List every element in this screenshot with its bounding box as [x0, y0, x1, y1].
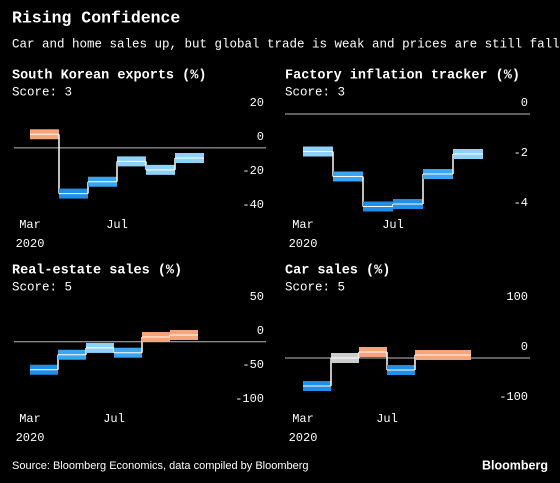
chart-subtitle: Car and home sales up, but global trade … — [12, 37, 560, 51]
x-tick-label: Mar — [19, 218, 41, 232]
panel-subtitle: Score: 5 — [12, 280, 72, 294]
y-tick-label: -20 — [242, 164, 264, 178]
x-tick-label: Mar — [292, 412, 314, 426]
x-tick-label: Jul — [103, 412, 125, 426]
source: Source: Bloomberg Economics, data compil… — [12, 460, 309, 472]
y-tick-label: -100 — [235, 392, 264, 406]
panel-title: Factory inflation tracker (%) — [285, 69, 520, 84]
panel-subtitle: Score: 3 — [285, 85, 345, 99]
panel-title: Real-estate sales (%) — [12, 264, 182, 279]
y-tick-label: 0 — [257, 130, 264, 144]
x-tick-label: Jul — [106, 218, 128, 232]
y-tick-label: 0 — [521, 96, 528, 110]
y-tick-label: -2 — [514, 146, 528, 160]
y-tick-label: 20 — [250, 96, 264, 110]
x-tick-label: Mar — [19, 412, 41, 426]
y-tick-label: -50 — [242, 358, 264, 372]
brand: Bloomberg — [482, 458, 548, 472]
panel-subtitle: Score: 3 — [12, 85, 72, 99]
x-year-label: 2020 — [289, 237, 318, 251]
y-tick-label: 100 — [506, 290, 528, 304]
panel-subtitle: Score: 5 — [285, 280, 345, 294]
x-tick-label: Mar — [292, 218, 314, 232]
x-year-label: 2020 — [16, 237, 45, 251]
chart-title: Rising Confidence — [12, 8, 180, 27]
x-year-label: 2020 — [16, 431, 45, 445]
y-tick-label: -4 — [514, 196, 528, 210]
x-year-label: 2020 — [289, 431, 318, 445]
y-tick-label: -40 — [242, 198, 264, 212]
y-tick-label: -100 — [499, 390, 528, 404]
y-tick-label: 0 — [521, 340, 528, 354]
y-tick-label: 0 — [257, 324, 264, 338]
panel-title: South Korean exports (%) — [12, 69, 206, 84]
x-tick-label: Jul — [382, 218, 404, 232]
y-tick-label: 50 — [250, 290, 264, 304]
panel-title: Car sales (%) — [285, 264, 390, 279]
x-tick-label: Jul — [376, 412, 398, 426]
